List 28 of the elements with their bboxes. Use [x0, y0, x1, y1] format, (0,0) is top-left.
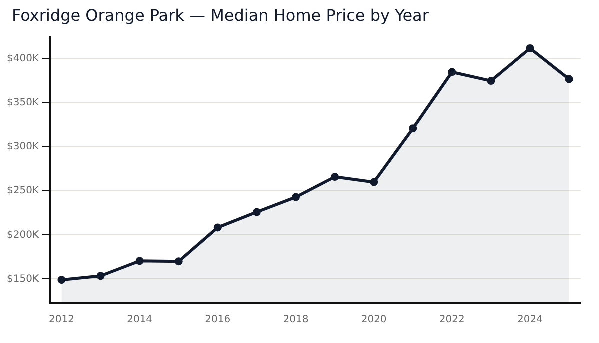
x-tick-label: 2012 [48, 314, 74, 326]
y-tick-label: $350K [6, 98, 40, 109]
point [487, 77, 496, 86]
point [214, 224, 222, 232]
y-tick-label: $200K [6, 230, 40, 241]
point [58, 276, 66, 284]
x-tick-label: 2024 [518, 314, 543, 326]
y-tick-label: $150K [6, 274, 40, 285]
point [331, 173, 340, 182]
y-tick-label: $400K [6, 54, 40, 65]
point [409, 124, 418, 133]
point [292, 193, 300, 202]
point [96, 272, 105, 280]
x-tick-label: 2014 [127, 314, 153, 326]
point [526, 44, 534, 52]
point [565, 75, 574, 84]
point [174, 258, 183, 266]
chart-title: Foxridge Orange Park — Median Home Price by Year [12, 6, 429, 25]
x-tick-label: 2018 [283, 314, 309, 326]
x-tick-label: 2016 [205, 314, 231, 326]
point [136, 257, 144, 266]
x-tick-label: 2020 [361, 314, 387, 326]
x-tick-label: 2022 [439, 314, 465, 326]
point [252, 208, 261, 216]
point [448, 68, 456, 76]
point [370, 178, 378, 186]
y-tick-label: $300K [6, 142, 40, 153]
y-tick-label: $250K [6, 186, 40, 197]
